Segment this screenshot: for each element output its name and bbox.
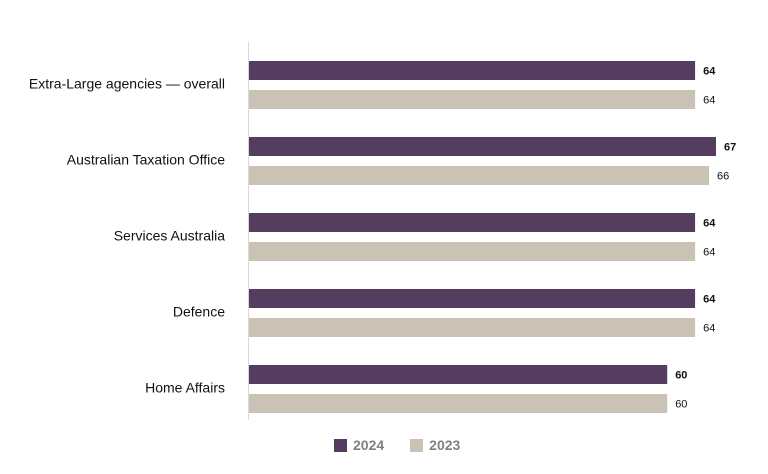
legend-item-2024: 2024 [334, 437, 384, 453]
value-label-2024-defence: 64 [703, 293, 716, 305]
legend-item-2023: 2023 [410, 437, 460, 453]
category-label-services-australia: Services Australia [114, 228, 225, 244]
value-label-2023-australian-taxation-office: 66 [717, 170, 729, 182]
bar-2023-australian-taxation-office [249, 166, 710, 185]
legend-label-2023: 2023 [429, 437, 461, 453]
bar-2023-extra-large-agencies-overall [249, 90, 696, 109]
category-label-australian-taxation-office: Australian Taxation Office [67, 152, 225, 168]
legend-swatch-2024 [334, 438, 347, 452]
value-label-2024-home-affairs: 60 [675, 369, 687, 381]
value-label-2024-services-australia: 64 [703, 217, 716, 229]
legend: 2024 2023 [334, 437, 460, 453]
value-label-2023-extra-large-agencies-overall: 64 [703, 94, 715, 106]
bar-2023-home-affairs [249, 394, 668, 413]
value-label-2023-home-affairs: 60 [675, 398, 687, 410]
value-label-2024-australian-taxation-office: 67 [724, 141, 736, 153]
bars-layer: Extra-Large agencies — overall 64 64 Austra… [29, 61, 736, 413]
value-label-2024-extra-large-agencies-overall: 64 [703, 65, 716, 77]
legend-label-2024: 2024 [353, 437, 385, 453]
bar-2024-services-australia [249, 213, 696, 232]
category-label-extra-large-agencies-overall: Extra-Large agencies — overall [29, 76, 225, 92]
bar-2024-australian-taxation-office [249, 137, 716, 156]
category-label-home-affairs: Home Affairs [145, 380, 225, 396]
value-label-2023-services-australia: 64 [703, 246, 715, 258]
legend-swatch-2023 [410, 438, 424, 452]
bar-2024-defence [249, 289, 696, 308]
bar-2023-defence [249, 318, 696, 337]
category-label-defence: Defence [173, 304, 225, 320]
bar-2024-home-affairs [249, 365, 668, 384]
value-label-2023-defence: 64 [703, 322, 715, 334]
bar-2024-extra-large-agencies-overall [249, 61, 696, 80]
bar-2023-services-australia [249, 242, 696, 261]
